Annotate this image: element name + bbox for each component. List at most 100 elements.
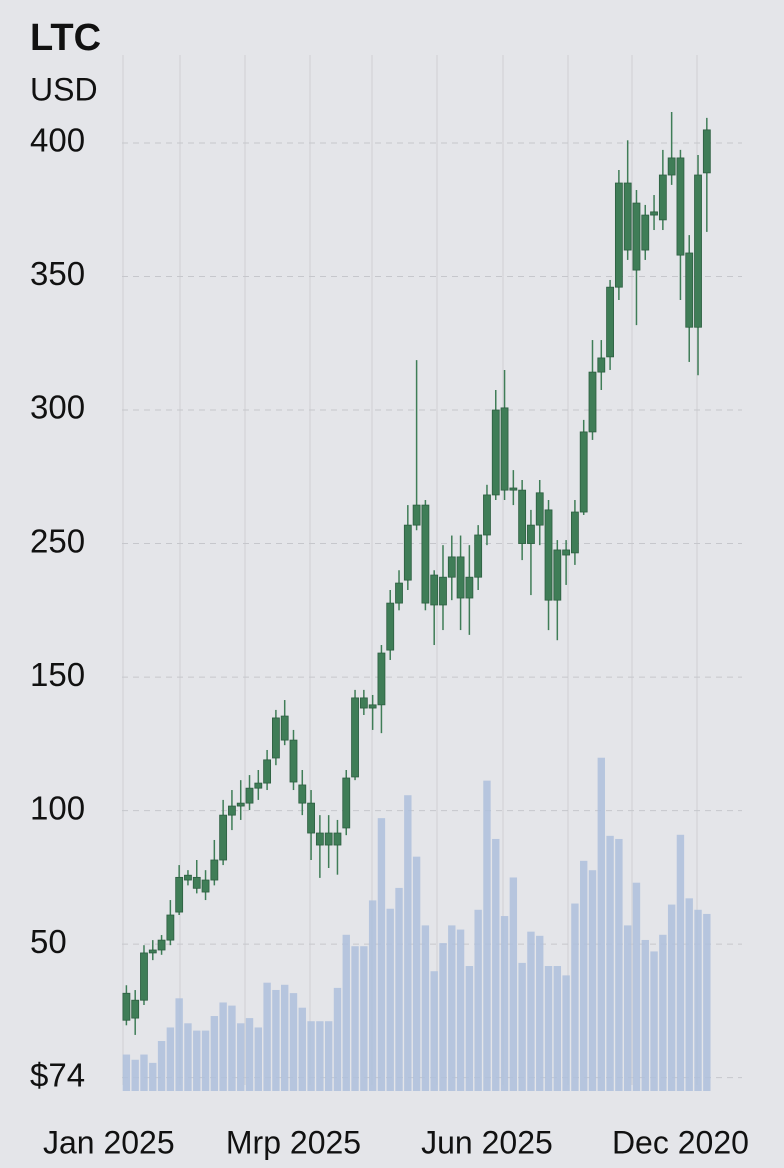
- volume-bar: [360, 946, 368, 1091]
- candle-body: [447, 556, 456, 578]
- volume-bar: [210, 1016, 219, 1091]
- candle-body: [157, 939, 166, 951]
- y-tick-label: $74: [30, 1056, 85, 1093]
- y-tick-label: 250: [30, 522, 85, 559]
- y-tick-label: 300: [30, 389, 85, 426]
- candle-body: [166, 914, 175, 941]
- volume-bar: [307, 1021, 315, 1091]
- candle-body: [439, 576, 447, 606]
- candle-body: [122, 992, 131, 1021]
- volume-bar: [465, 966, 474, 1091]
- candle-body: [623, 182, 632, 251]
- candle-body: [386, 602, 395, 651]
- y-tick-label: 100: [30, 789, 85, 826]
- volume-bar: [368, 900, 377, 1091]
- candle-body: [219, 814, 228, 861]
- volume-bar: [703, 913, 711, 1091]
- volume-bar: [316, 1021, 324, 1091]
- candle-body: [175, 876, 184, 913]
- y-tick-label: 150: [30, 656, 85, 693]
- volume-bar: [650, 951, 658, 1091]
- volume-bar: [483, 780, 491, 1091]
- volume-bar: [641, 939, 649, 1091]
- volume-bar: [157, 1041, 166, 1091]
- y-tick-label: 350: [30, 255, 85, 292]
- volume-bar: [237, 1023, 245, 1091]
- candle-body: [553, 549, 562, 601]
- x-tick-label: Dec 2020: [612, 1124, 749, 1160]
- volume-bar: [184, 1023, 192, 1091]
- candle-body: [307, 802, 315, 834]
- chart-subtitle: USD: [30, 71, 98, 107]
- volume-bar: [166, 1027, 175, 1091]
- volume-bar: [456, 929, 465, 1091]
- candle-body: [315, 832, 324, 846]
- x-tick-label: Jan 2025: [43, 1124, 175, 1160]
- volume-bar: [254, 1027, 263, 1091]
- candle-body: [272, 717, 280, 759]
- volume-bar: [615, 838, 623, 1091]
- volume-bar: [685, 898, 693, 1091]
- volume-bar: [149, 1062, 157, 1091]
- candle-body: [359, 697, 368, 709]
- candle-body: [430, 574, 439, 606]
- volume-bar: [580, 860, 588, 1091]
- candle-body: [245, 787, 254, 804]
- candle-body: [403, 524, 412, 581]
- candle-body: [597, 357, 606, 373]
- candle-body: [148, 949, 157, 954]
- volume-bar: [245, 1018, 254, 1091]
- volume-bar: [694, 909, 702, 1091]
- volume-bar: [632, 882, 641, 1091]
- candle-body: [280, 715, 289, 741]
- candle-body: [650, 211, 658, 216]
- candle-body: [192, 876, 201, 889]
- volume-bar: [527, 931, 535, 1091]
- volume-bar: [263, 982, 271, 1091]
- candle-body: [500, 407, 509, 491]
- volume-bar: [377, 818, 386, 1091]
- y-tick-label: 50: [30, 923, 67, 960]
- volume-bar: [122, 1054, 131, 1091]
- candle-body: [518, 489, 527, 544]
- candle-body: [483, 494, 491, 536]
- candle-body: [210, 859, 219, 881]
- volume-bar: [571, 903, 579, 1091]
- volume-bar: [597, 757, 605, 1091]
- volume-bar: [289, 993, 298, 1091]
- volume-bar: [448, 925, 456, 1091]
- volume-bar: [676, 834, 685, 1091]
- candle-body: [571, 511, 579, 554]
- candle-body: [676, 157, 685, 256]
- candle-body: [395, 582, 403, 604]
- volume-bar: [324, 1021, 333, 1091]
- candle-body: [351, 697, 359, 778]
- candle-body: [562, 549, 571, 556]
- volume-bar: [281, 984, 289, 1091]
- chart-title: LTC: [30, 17, 101, 59]
- candle-body: [263, 759, 272, 784]
- candle-body: [236, 802, 245, 807]
- candle-body: [632, 202, 641, 271]
- volume-bar: [228, 1005, 236, 1091]
- candle-body: [579, 431, 588, 513]
- candle-body: [667, 157, 676, 176]
- volume-bar: [509, 877, 518, 1091]
- volume-bar: [175, 998, 183, 1091]
- candle-body: [201, 879, 210, 893]
- volume-bar: [351, 946, 359, 1091]
- volume-bar: [439, 943, 447, 1091]
- candle-body: [342, 777, 351, 829]
- volume-bar: [193, 1030, 201, 1091]
- candle-body: [535, 492, 544, 526]
- candle-body: [368, 704, 377, 709]
- candle-body: [685, 252, 694, 328]
- candle-body: [694, 174, 702, 328]
- candle-body: [465, 576, 474, 599]
- volume-bar: [667, 904, 676, 1091]
- volume-bar: [412, 856, 421, 1091]
- x-tick-label: Mrp 2025: [226, 1124, 361, 1160]
- candle-body: [333, 832, 342, 846]
- candle-body: [298, 784, 307, 804]
- volume-bar: [386, 908, 394, 1091]
